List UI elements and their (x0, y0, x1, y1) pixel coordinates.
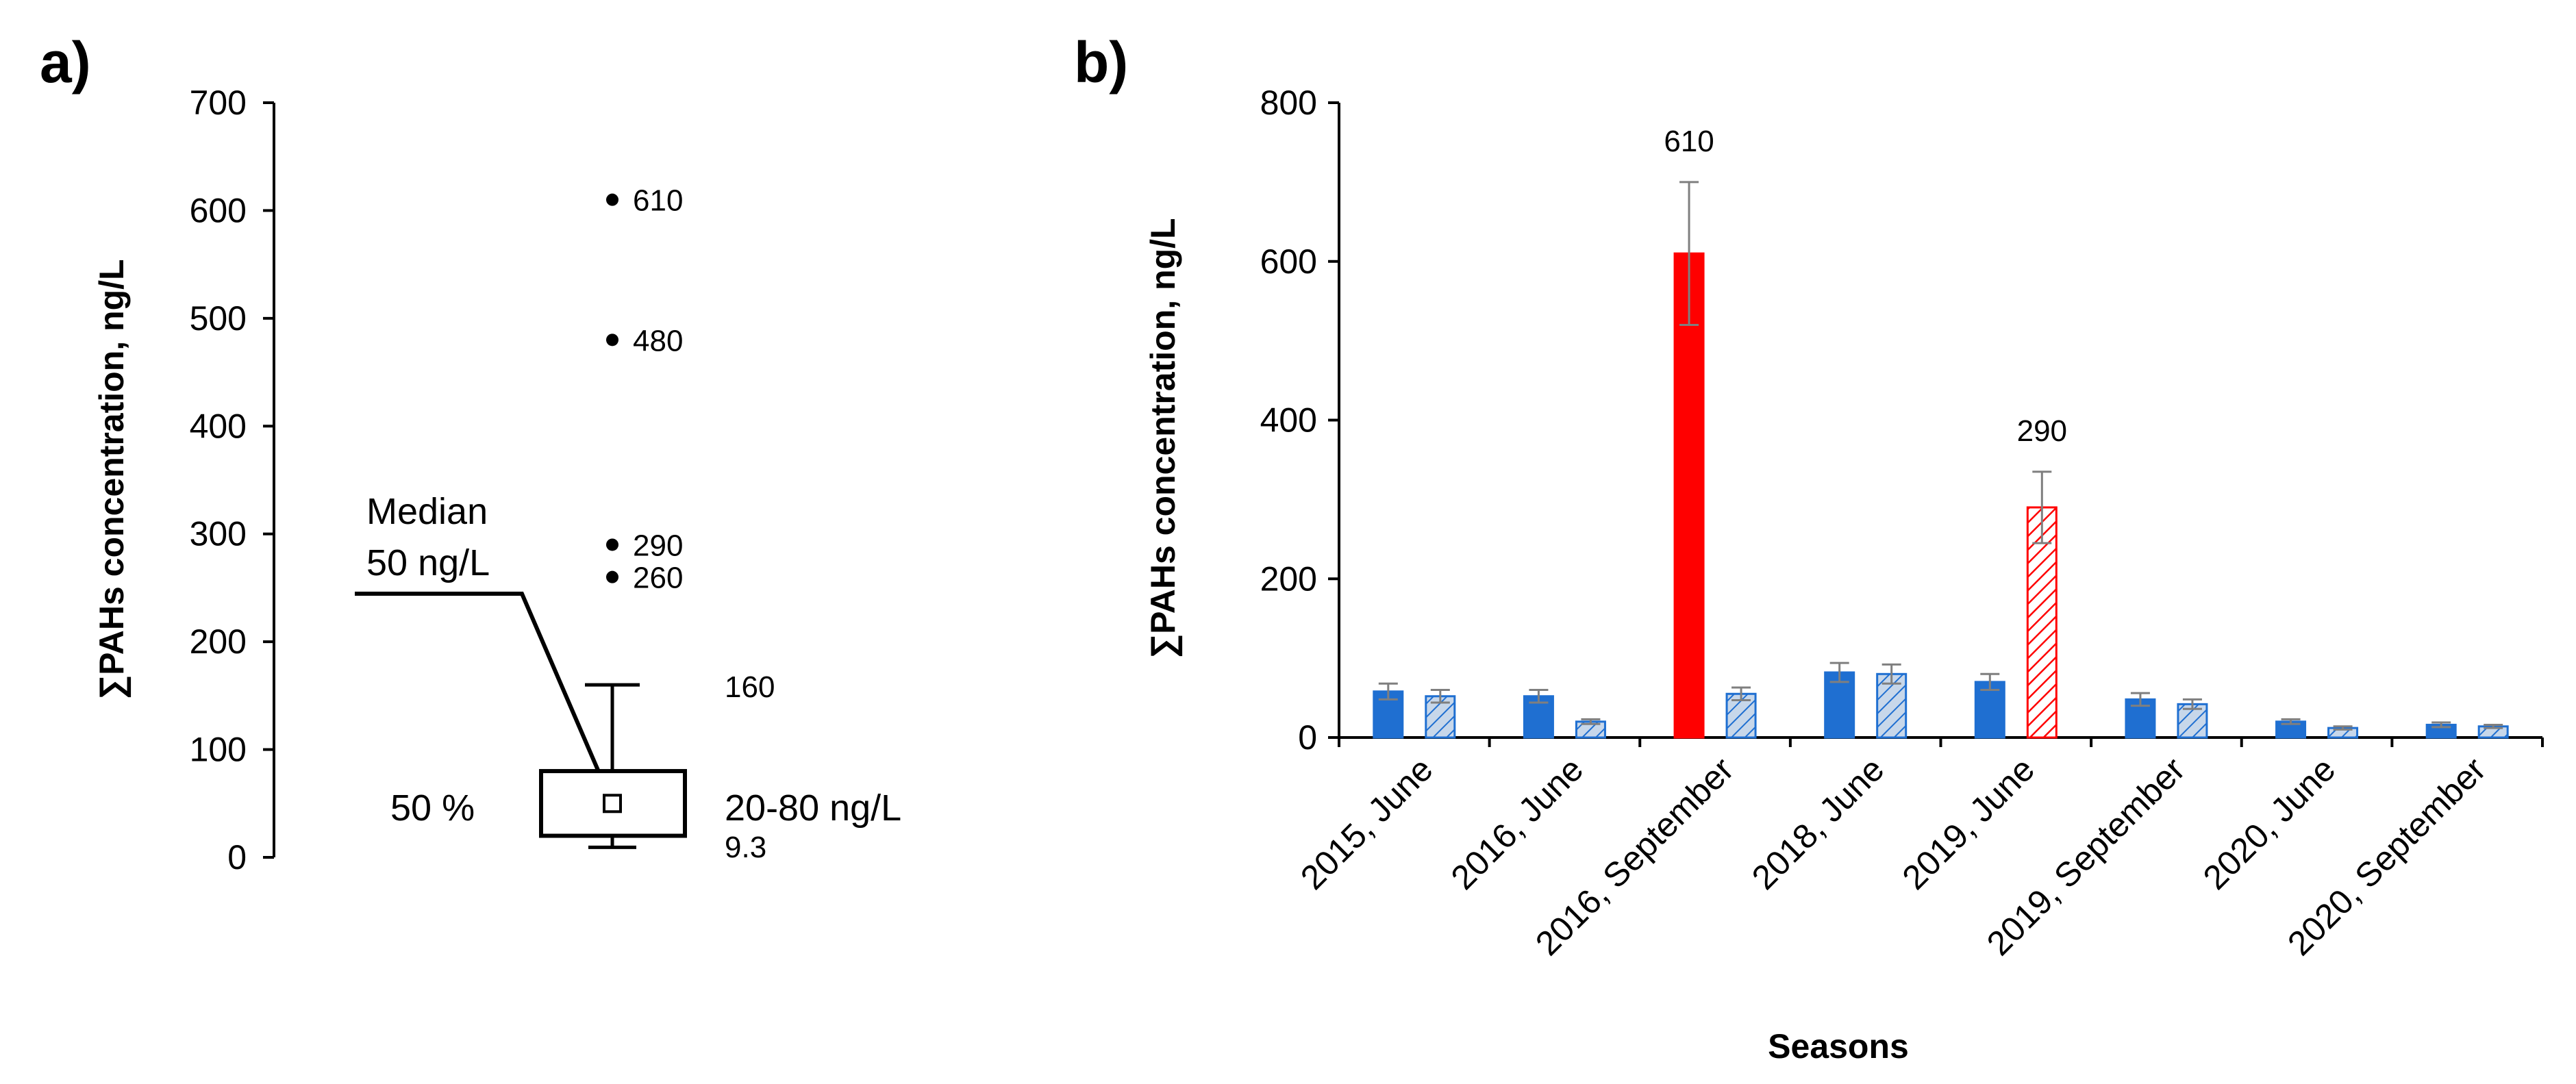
category-label: 2020, June (2196, 750, 2343, 897)
category-label: 2019, June (1895, 750, 2042, 897)
panel-b-y-ticks: 0 200 400 600 800 (1260, 84, 1339, 757)
bar-solid (1974, 681, 2005, 739)
iqr-range-label: 20-80 ng/L (725, 787, 901, 829)
category-label: 2018, June (1745, 750, 1892, 897)
panel-a-y-tick-label: 300 (190, 515, 247, 553)
panel-b-y-tick-label: 600 (1260, 242, 1317, 281)
bar-value-label: 610 (1664, 125, 1714, 158)
panel-a-label: a) (40, 30, 91, 94)
outlier-label: 260 (633, 562, 683, 595)
category-label: 2016, June (1444, 750, 1591, 897)
median-label-line1: Median (366, 491, 488, 532)
median-leader-line (355, 592, 614, 805)
panel-b-y-axis-label: ∑PAHs concentration, ng/L (1144, 218, 1183, 658)
panel-b-x-axis-label: Seasons (1768, 1027, 1909, 1066)
outlier-point (606, 570, 618, 583)
median-label-line2: 50 ng/L (366, 542, 490, 583)
outlier-label: 610 (633, 184, 683, 218)
panel-a-y-tick-label: 700 (190, 84, 247, 122)
panel-b-y-tick-label: 0 (1298, 718, 1317, 757)
panel-a-y-tick-label: 200 (190, 622, 247, 661)
bar-solid (1824, 671, 1855, 739)
boxplot-body (355, 592, 687, 849)
bar-hatched (2026, 506, 2058, 739)
outlier-label: 290 (633, 529, 683, 562)
outlier-point (606, 538, 618, 551)
panel-a-y-ticks: 0 100 200 300 400 500 600 700 (190, 84, 274, 877)
bar-value-label: 290 (2017, 414, 2067, 448)
panel-b-bars: 610 290 (1373, 125, 2509, 739)
panel-a-y-tick-label: 600 (190, 191, 247, 229)
panel-a-y-tick-label: 400 (190, 407, 247, 445)
outlier-label: 480 (633, 324, 683, 357)
outlier-point (606, 193, 618, 206)
panel-b-y-tick-label: 200 (1260, 559, 1317, 598)
minimum-label: 9.3 (725, 831, 766, 864)
panel-b-y-tick-label: 800 (1260, 84, 1317, 122)
panel-a-boxplot: a) ∑PAHs concentration, ng/L 0 100 200 300 4… (40, 30, 901, 877)
median-marker (603, 794, 622, 814)
panel-a-y-axis-label: ∑PAHs concentration, ng/L (92, 259, 132, 699)
whisker-high-label: 160 (725, 670, 775, 704)
panel-b-y-tick-label: 400 (1260, 401, 1317, 440)
panel-b-label: b) (1074, 30, 1128, 94)
bar-solid (1673, 252, 1705, 739)
panel-b-barchart: b) ∑PAHs concentration, ng/L Seasons 020… (1074, 30, 2544, 1066)
panel-a-y-tick-label: 100 (190, 731, 247, 769)
category-label: 2015, June (1293, 750, 1440, 897)
outlier-point (606, 333, 618, 346)
panel-a-y-tick-label: 500 (190, 299, 247, 338)
percent-label: 50 % (390, 787, 475, 829)
panel-a-y-tick-label: 0 (227, 838, 247, 877)
